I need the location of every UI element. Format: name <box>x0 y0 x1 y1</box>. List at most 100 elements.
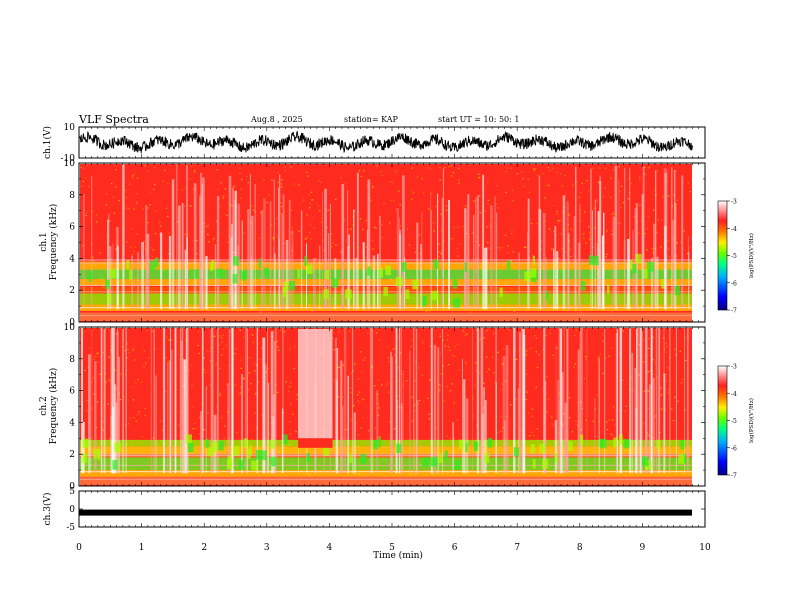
ch2-speckle <box>568 417 571 419</box>
ch1-speckle <box>243 232 245 234</box>
ch1-speckle <box>118 200 120 202</box>
ch1-speckle <box>110 182 113 185</box>
ch2-speckle <box>93 358 95 360</box>
ch2-speckle <box>144 363 147 365</box>
x-tick-label: 6 <box>452 543 458 553</box>
ch2-speckle <box>197 344 199 347</box>
ch2-speckle <box>333 379 336 381</box>
ch2-sferic-streak <box>485 400 487 474</box>
ch2-speckle <box>255 364 258 366</box>
ch2-speckle <box>378 329 380 331</box>
ch2-speckle <box>624 410 626 412</box>
ch2-low-patch <box>642 456 649 466</box>
ch2-speckle <box>190 364 193 366</box>
ch2-sferic-streak <box>636 328 638 474</box>
ch2-sferic-streak <box>522 328 525 474</box>
ch2-sferic-streak <box>262 337 266 474</box>
ch1-speckle <box>218 205 221 208</box>
ch1-speckle <box>365 256 367 258</box>
ch1-speckle <box>133 208 135 210</box>
ch1-speckle <box>372 248 374 250</box>
ch1-speckle <box>438 256 440 258</box>
ch1-speckle <box>606 253 608 255</box>
ch2-sferic-streak <box>100 328 103 474</box>
x-tick-label: 5 <box>389 543 395 553</box>
ch1-speckle <box>266 202 269 204</box>
ch2-low-patch <box>678 454 685 464</box>
ch1-speckle <box>557 257 560 259</box>
ch2-low-patch <box>539 443 546 454</box>
ch2-low-patch <box>396 443 402 454</box>
ch1-speckle <box>579 209 582 211</box>
ch2-sferic-streak <box>636 328 639 474</box>
ch2-speckle <box>439 384 441 386</box>
ch2-speckle <box>417 403 419 405</box>
ch1-speckle <box>406 228 409 230</box>
ch1-speckle <box>512 200 514 202</box>
ch2-speckle <box>276 340 279 343</box>
ch2-speckle <box>466 333 468 335</box>
ch1-base-strip <box>80 312 692 321</box>
ch1-speckle <box>436 285 438 287</box>
ch2-sferic-streak <box>118 356 120 474</box>
ch2-sferic-streak <box>663 328 665 474</box>
ch1-speckle <box>151 247 153 249</box>
ch2-speckle <box>377 414 380 416</box>
ch1-speckle <box>151 256 154 258</box>
ch1-sferic-streak <box>274 253 277 310</box>
ch1-sferic-streak <box>214 244 217 310</box>
ch1-speckle <box>320 181 322 183</box>
ch1-sferic-streak <box>437 193 439 310</box>
ch1-sferic-streak <box>178 205 181 310</box>
ch2-speckle <box>399 352 402 354</box>
ch2-speckle <box>483 337 485 339</box>
ch2-speckle <box>251 334 254 336</box>
ch2-speckle <box>485 356 488 358</box>
ch2-speckle <box>612 347 614 349</box>
ch1-sferic-streak <box>554 226 557 310</box>
ch1-speckle <box>260 212 262 214</box>
ch2-speckle <box>515 398 517 400</box>
ch1-low-patch <box>607 284 610 294</box>
ch2-speckle <box>483 382 485 384</box>
ch2-speckle <box>546 411 548 413</box>
ch2-speckle <box>535 337 538 339</box>
ch1-speckle <box>80 166 82 169</box>
ch1-speckle <box>181 189 184 191</box>
ch1-speckle <box>189 205 192 207</box>
ch2-speckle <box>97 361 99 363</box>
ch1-sferic-streak <box>674 202 677 310</box>
ch2-speckle <box>245 416 247 418</box>
ch2-sferic-streak <box>631 352 634 474</box>
ch1-sferic-streak <box>313 257 316 310</box>
ch1-speckle <box>245 176 248 178</box>
ch1-speckle <box>564 194 566 196</box>
ch2-sferic-streak <box>281 408 284 474</box>
ch1-sferic-streak <box>596 243 599 310</box>
ch2-colorbar-tick-label: -7 <box>731 473 737 480</box>
ch1-sferic-streak <box>356 172 359 310</box>
ch2-speckle <box>228 365 230 367</box>
ch1-speckle <box>570 228 573 230</box>
ch1-speckle <box>110 258 112 260</box>
ch1-low-patch <box>674 285 681 296</box>
ch1-speckle <box>240 188 242 190</box>
ch1-speckle <box>596 200 598 202</box>
ch1-speckle <box>478 195 481 197</box>
ch1-speckle <box>189 178 191 180</box>
ch2-speckle <box>410 439 412 441</box>
ch1-speckle <box>207 311 210 313</box>
ch2-speckle <box>275 394 277 396</box>
ch2-speckle <box>651 437 654 439</box>
ch1-speckle <box>322 239 325 241</box>
ch2-speckle <box>364 356 366 359</box>
ch2-speckle <box>585 419 587 421</box>
ch1-colorbar <box>717 200 728 311</box>
ch2-colorbar-tick-label: -4 <box>731 391 737 398</box>
ch1-speckle <box>115 186 117 188</box>
ch2-speckle <box>346 428 348 431</box>
ch1-speckle <box>112 196 114 198</box>
ch1-speckle <box>103 285 105 287</box>
ch2-speckle <box>601 333 603 335</box>
ch2-sferic-streak <box>246 328 248 474</box>
